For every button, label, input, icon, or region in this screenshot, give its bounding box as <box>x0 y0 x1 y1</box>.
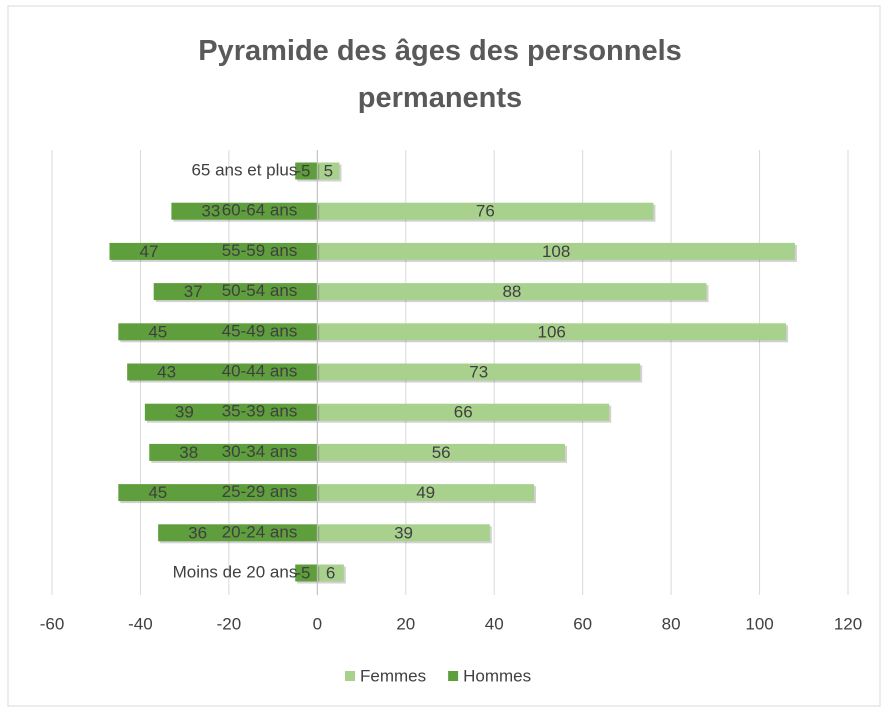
bar <box>317 443 565 461</box>
bar <box>317 484 535 502</box>
x-tick-label: -40 <box>128 614 153 633</box>
data-label: 33 <box>201 202 220 221</box>
data-label: 66 <box>454 403 473 422</box>
category-label: 20-24 ans <box>222 522 298 541</box>
bar <box>317 403 610 421</box>
data-label: 5 <box>324 161 333 180</box>
data-label: 45 <box>148 483 167 502</box>
bar <box>127 363 318 381</box>
data-label: 88 <box>502 282 521 301</box>
category-label: 40-44 ans <box>222 361 298 380</box>
x-tick-label: 120 <box>834 614 862 633</box>
bar <box>144 403 318 421</box>
bar <box>295 564 318 582</box>
chart-title: Pyramide des âges des personnels permane… <box>198 35 682 114</box>
category-label: 30-34 ans <box>222 442 298 461</box>
bar <box>171 202 318 220</box>
x-tick-label: 40 <box>485 614 504 633</box>
bar <box>317 283 707 301</box>
bar <box>317 524 490 542</box>
bar <box>317 564 344 582</box>
category-label: 60-64 ans <box>222 201 298 220</box>
data-label: 76 <box>476 202 495 221</box>
data-label: 36 <box>188 523 207 542</box>
data-label: -5 <box>295 161 310 180</box>
category-label: 50-54 ans <box>222 281 298 300</box>
data-label: 39 <box>175 403 194 422</box>
data-label: 56 <box>432 443 451 462</box>
category-label: Moins de 20 ans <box>173 562 298 581</box>
bar <box>317 242 795 260</box>
bar <box>118 323 318 341</box>
legend-label: Hommes <box>463 666 531 685</box>
data-label: -5 <box>295 563 310 582</box>
bar <box>317 202 654 220</box>
data-label: 106 <box>538 322 566 341</box>
x-tick-label: 100 <box>745 614 773 633</box>
bar <box>153 283 318 301</box>
x-tick-label: 20 <box>396 614 415 633</box>
category-label: 65 ans et plus <box>191 160 297 179</box>
legend-swatch <box>345 671 355 681</box>
bar <box>109 242 318 260</box>
data-label: 73 <box>469 362 488 381</box>
category-label: 45-49 ans <box>222 321 298 340</box>
bar <box>118 484 318 502</box>
x-tick-label: 0 <box>313 614 322 633</box>
x-tick-label: 80 <box>662 614 681 633</box>
category-label: 55-59 ans <box>222 241 298 260</box>
data-label: 43 <box>157 362 176 381</box>
bar <box>149 443 318 461</box>
legend-label: Femmes <box>360 666 426 685</box>
data-label: 37 <box>184 282 203 301</box>
data-label: 39 <box>394 523 413 542</box>
bar <box>295 162 318 180</box>
x-tick-label: 60 <box>573 614 592 633</box>
data-label: 45 <box>148 322 167 341</box>
bar <box>317 363 641 381</box>
x-tick-label: -60 <box>40 614 65 633</box>
data-label: 108 <box>542 242 570 261</box>
chart-border <box>7 5 881 707</box>
data-label: 38 <box>179 443 198 462</box>
category-label: 35-39 ans <box>222 402 298 421</box>
bar <box>317 162 340 180</box>
legend-swatch <box>448 671 459 681</box>
x-tick-label: -20 <box>217 614 242 633</box>
bar <box>158 524 318 542</box>
data-label: 6 <box>326 563 335 582</box>
data-label: 47 <box>139 242 158 261</box>
bar <box>317 323 787 341</box>
category-label: 25-29 ans <box>222 482 298 501</box>
data-label: 49 <box>416 483 435 502</box>
